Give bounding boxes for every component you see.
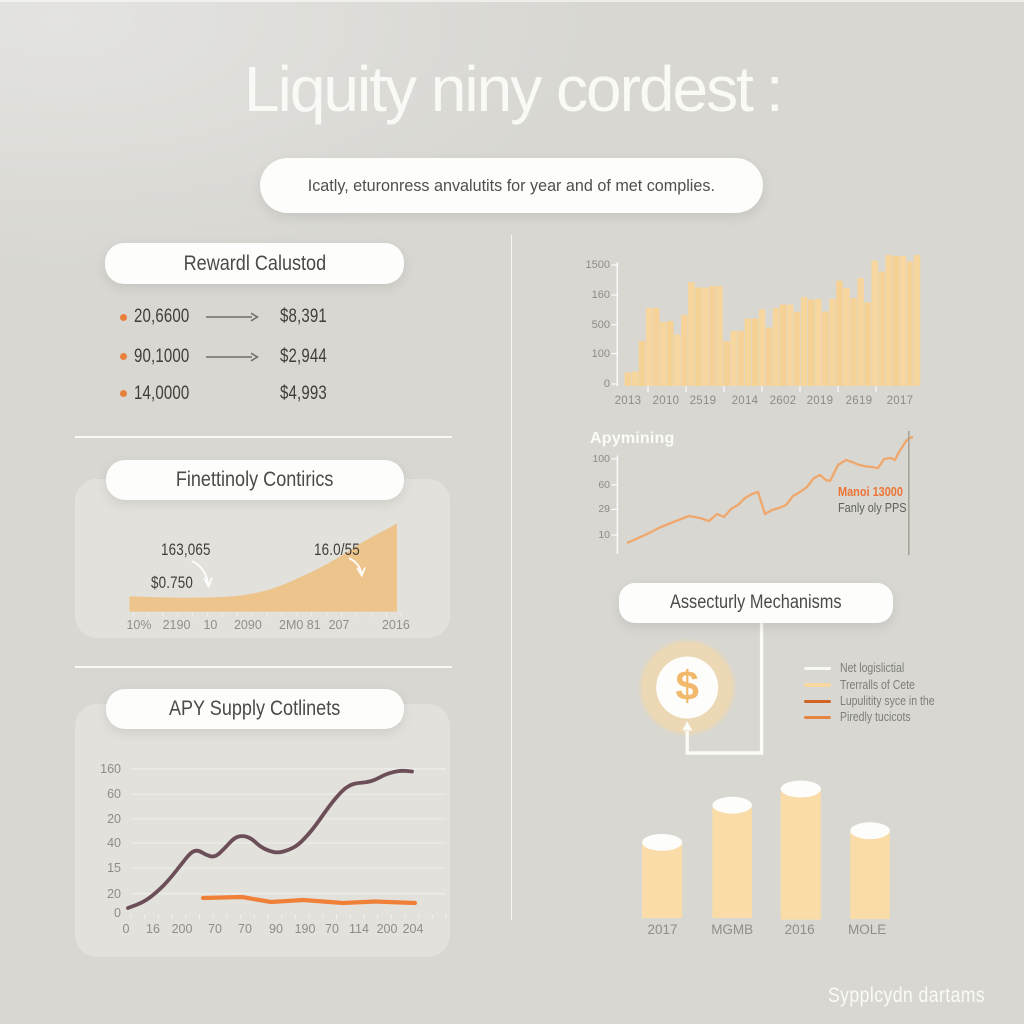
svg-text:$: $ [676, 662, 699, 709]
